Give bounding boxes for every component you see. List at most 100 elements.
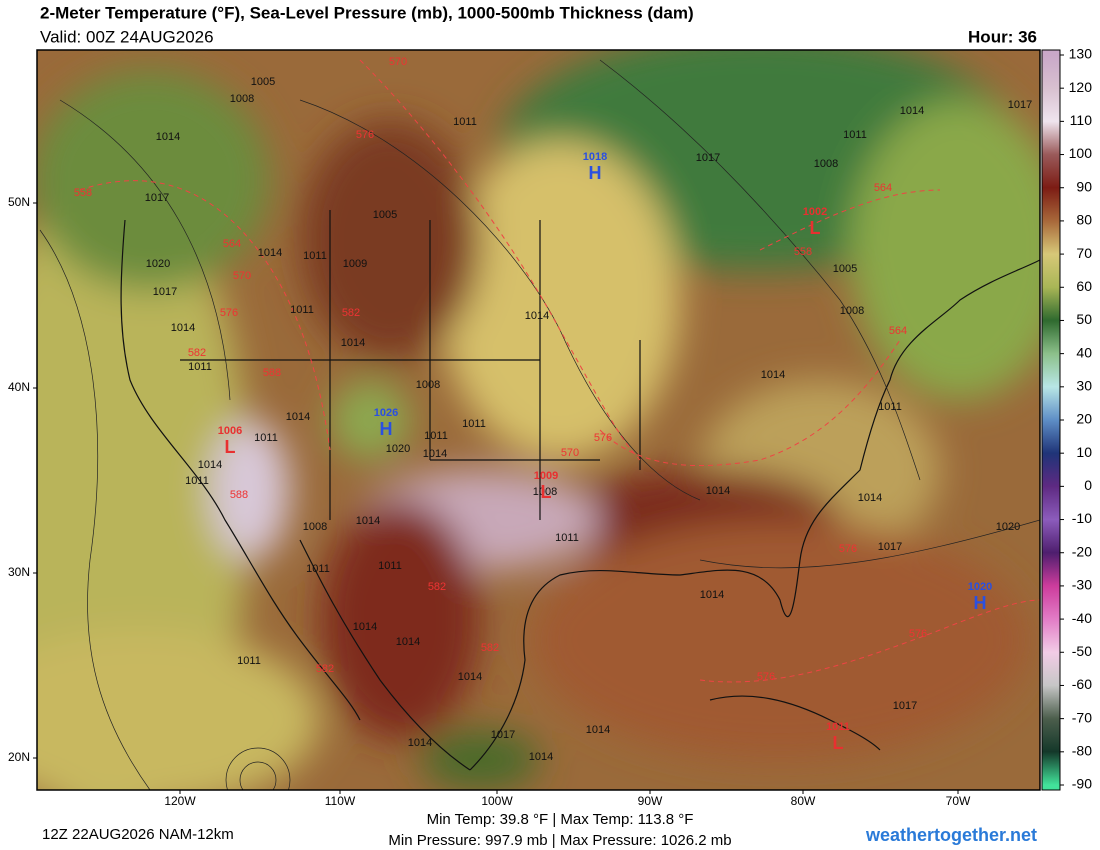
- colorbar-tick-label: -20: [1072, 543, 1092, 559]
- pressure-center-value: 1009: [534, 470, 558, 482]
- pressure-center-letter: L: [225, 437, 236, 457]
- isobar-label: 1014: [529, 751, 553, 763]
- isobar-label: 1014: [198, 459, 222, 471]
- thickness-label: 564: [889, 325, 907, 337]
- isobar-label: 1005: [251, 76, 275, 88]
- thickness-label: 558: [74, 187, 92, 199]
- pressure-center-letter: H: [974, 593, 987, 613]
- colorbar-tick-label: 100: [1069, 145, 1093, 161]
- isobar-label: 1014: [356, 515, 380, 527]
- temperature-range: Min Temp: 39.8 °F | Max Temp: 113.8 °F: [427, 811, 694, 828]
- colorbar-tick-label: 0: [1084, 477, 1092, 493]
- isobar-label: 1011: [237, 655, 261, 667]
- pressure-center-letter: L: [833, 733, 844, 753]
- isobar-label: 1011: [254, 432, 278, 444]
- longitude-label: 110W: [325, 794, 356, 808]
- pressure-center-value: 1018: [583, 151, 607, 163]
- isobar-label: 1014: [341, 337, 365, 349]
- longitude-label: 120W: [164, 794, 196, 808]
- isobar-label: 1008: [416, 379, 440, 391]
- longitude-label: 70W: [946, 794, 971, 808]
- isobar-label: 1014: [156, 131, 180, 143]
- pressure-center-value: 1020: [968, 581, 992, 593]
- pressure-center-value: 1026: [374, 407, 398, 419]
- colorbar-tick-label: 120: [1069, 79, 1093, 95]
- isobar-label: 1017: [491, 729, 515, 741]
- isobar-label: 1011: [378, 560, 402, 572]
- thickness-label: 582: [428, 581, 446, 593]
- isobar-label: 1011: [290, 304, 314, 316]
- isobar-label: 1014: [900, 105, 924, 117]
- pressure-center-letter: L: [541, 482, 552, 502]
- isobar-label: 1014: [706, 485, 730, 497]
- colorbar-tick-label: 80: [1076, 212, 1092, 228]
- isobar-label: 1020: [996, 521, 1020, 533]
- pressure-center-letter: H: [589, 163, 602, 183]
- isobar-label: 1011: [453, 116, 477, 128]
- isobar-label: 1011: [462, 418, 486, 430]
- colorbar: [1041, 49, 1061, 791]
- isobar-label: 1017: [696, 152, 720, 164]
- isobar-label: 1014: [525, 310, 549, 322]
- isobar-label: 1014: [353, 621, 377, 633]
- colorbar-tick-label: 110: [1070, 112, 1093, 128]
- isobar-label: 1011: [424, 430, 448, 442]
- isobar-label: 1008: [533, 486, 557, 498]
- thickness-label: 588: [263, 367, 281, 379]
- isobar-label: 1014: [586, 724, 610, 736]
- isobar-label: 1008: [303, 521, 327, 533]
- isobar-label: 1008: [840, 305, 864, 317]
- latitude-label: 40N: [8, 380, 30, 394]
- colorbar-tick-label: -30: [1072, 577, 1092, 593]
- site-credit: weathertogether.net: [865, 825, 1037, 845]
- longitude-label: 100W: [481, 794, 513, 808]
- isobar-label: 1009: [343, 258, 367, 270]
- colorbar-tick-label: 70: [1076, 245, 1092, 261]
- isobar-label: 1011: [878, 401, 902, 413]
- isobar-label: 1014: [171, 322, 195, 334]
- isobar-label: 1011: [843, 129, 867, 141]
- pressure-center-letter: L: [810, 218, 821, 238]
- map-labels: 50N 40N 30N 20N 120W 110W 100W 90W 80W 70W 1005 100…: [8, 56, 1032, 808]
- isobar-label: 1017: [153, 286, 177, 298]
- isobar-label: 1020: [386, 443, 410, 455]
- thickness-label: 588: [230, 489, 248, 501]
- colorbar-tick-label: 90: [1076, 178, 1092, 194]
- isobar-label: 1011: [185, 475, 209, 487]
- isobar-label: 1011: [306, 563, 330, 575]
- latitude-label: 20N: [8, 750, 30, 764]
- latitude-label: 30N: [8, 565, 30, 579]
- thickness-label: 558: [794, 246, 812, 258]
- colorbar-tick-label: 50: [1076, 311, 1092, 327]
- thickness-label: 564: [874, 182, 892, 194]
- model-run: 12Z 22AUG2026 NAM-12km: [42, 826, 234, 843]
- isobar-label: 1020: [146, 258, 170, 270]
- colorbar-labels: 1301201101009080706050403020100-10-20-30…: [1060, 46, 1092, 792]
- isobar-label: 1005: [373, 209, 397, 221]
- colorbar-tick-label: -60: [1072, 676, 1092, 692]
- thickness-label: 570: [233, 270, 251, 282]
- isobar-label: 1014: [286, 411, 310, 423]
- isobar-label: 1005: [833, 263, 857, 275]
- thickness-label: 576: [220, 307, 238, 319]
- pressure-center-value: 1006: [218, 425, 242, 437]
- colorbar-tick-label: 30: [1076, 378, 1092, 394]
- thickness-label: 576: [909, 628, 927, 640]
- map-title: 2-Meter Temperature (°F), Sea-Level Pres…: [40, 3, 694, 22]
- isobar-label: 1017: [893, 700, 917, 712]
- isobar-label: 1014: [761, 369, 785, 381]
- thickness-label: 582: [481, 642, 499, 654]
- isobar-label: 1014: [458, 671, 482, 683]
- isobar-label: 1017: [878, 541, 902, 553]
- longitude-label: 80W: [791, 794, 816, 808]
- thickness-label: 570: [561, 447, 579, 459]
- pressure-center-letter: H: [380, 419, 393, 439]
- isobar-label: 1017: [1008, 99, 1032, 111]
- isobar-label: 1014: [423, 448, 447, 460]
- colorbar-tick-label: 130: [1069, 46, 1093, 62]
- isobar-label: 1011: [303, 250, 327, 262]
- coastlines: [120, 210, 1040, 771]
- map-field: [37, 50, 1040, 790]
- thickness-label: 564: [223, 238, 241, 250]
